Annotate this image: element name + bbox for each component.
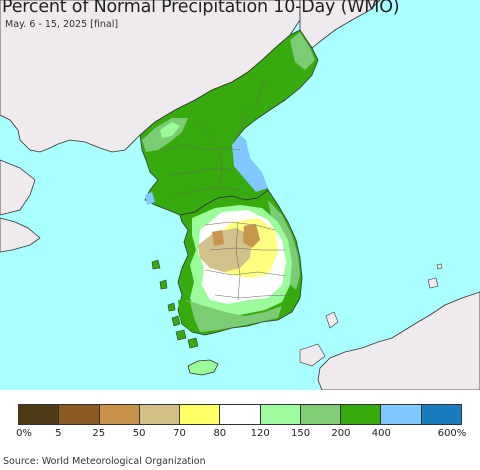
nk-light-green bbox=[160, 122, 180, 138]
map-date-range: May. 6 - 15, 2025 [final] bbox=[5, 19, 119, 30]
legend-label: 120 bbox=[250, 428, 270, 439]
legend-swatch bbox=[180, 405, 221, 424]
legend-label: 0% bbox=[16, 428, 32, 439]
legend-swatch bbox=[139, 405, 181, 424]
shandong-land bbox=[0, 217, 41, 253]
legend-label: 80 bbox=[213, 428, 227, 439]
legend-label: 5 bbox=[55, 428, 62, 439]
legend-swatch bbox=[421, 405, 461, 424]
sk-southwest-deep-green bbox=[178, 300, 200, 332]
legend-label: 400 bbox=[371, 428, 391, 439]
nk-west-coast-blue bbox=[145, 192, 155, 205]
legend-label: 600% bbox=[437, 428, 467, 439]
sk-islands bbox=[151, 259, 199, 349]
sk-tan bbox=[198, 228, 252, 272]
japan-tsushima bbox=[325, 311, 339, 329]
legend-label: 70 bbox=[173, 428, 186, 439]
legend-swatch bbox=[381, 405, 422, 424]
map-svg bbox=[0, 0, 480, 390]
legend-swatch bbox=[99, 405, 140, 424]
legend-labels: 0% 5 25 50 70 80 120 150 200 400 600% bbox=[0, 428, 480, 442]
province-boundaries bbox=[159, 79, 291, 301]
legend-swatch bbox=[300, 405, 342, 424]
china-coast-south bbox=[0, 159, 36, 216]
nk-east-coast-blue bbox=[232, 135, 268, 192]
source-credit: Source: World Meteorological Organizatio… bbox=[3, 456, 206, 467]
jeju-island bbox=[187, 359, 219, 376]
legend-label: 25 bbox=[92, 428, 106, 439]
legend-colorbar bbox=[18, 404, 462, 425]
legend-label: 150 bbox=[290, 428, 311, 439]
legend-label: 50 bbox=[132, 428, 146, 439]
sk-yellow-south bbox=[256, 262, 268, 276]
legend-swatch bbox=[59, 405, 100, 424]
japan-kyushu-north bbox=[299, 343, 326, 367]
japan-land bbox=[317, 291, 480, 390]
legend-swatch bbox=[260, 405, 301, 424]
sk-brown-patch-1 bbox=[243, 224, 260, 248]
japan-oki bbox=[427, 277, 439, 289]
sk-south-medium-green bbox=[186, 300, 282, 332]
legend-swatch bbox=[220, 405, 261, 424]
sk-brown-patch-2 bbox=[212, 230, 224, 246]
legend-swatch bbox=[341, 405, 382, 424]
ulleungdo bbox=[436, 263, 443, 270]
nk-northeast-green bbox=[290, 32, 315, 70]
precipitation-map bbox=[0, 0, 480, 390]
map-title: Percent of Normal Precipitation 10-Day (… bbox=[2, 0, 400, 17]
legend-swatch bbox=[19, 405, 60, 424]
legend-label: 200 bbox=[331, 428, 351, 439]
